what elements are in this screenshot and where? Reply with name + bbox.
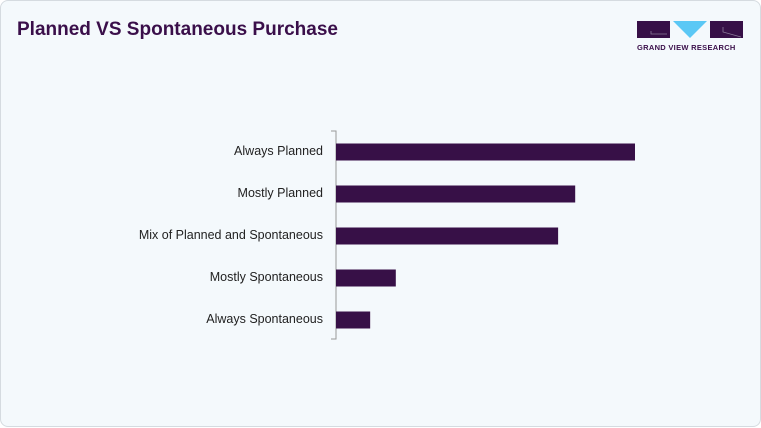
bar-1 [336, 185, 576, 203]
y-axis [331, 130, 337, 340]
category-label: Mostly Spontaneous [209, 270, 323, 284]
bar-0 [336, 143, 635, 161]
category-label: Mostly Planned [237, 186, 323, 200]
category-label: Mix of Planned and Spontaneous [138, 228, 323, 242]
bar-4 [336, 311, 371, 329]
category-label: Always Planned [234, 144, 323, 158]
logo-text: GRAND VIEW RESEARCH [637, 43, 736, 52]
chart-title: Planned VS Spontaneous Purchase [17, 19, 338, 40]
bar-2 [336, 227, 559, 245]
category-label: Always Spontaneous [206, 312, 323, 326]
grand-view-research-logo [637, 21, 743, 38]
bar-3 [336, 269, 396, 287]
